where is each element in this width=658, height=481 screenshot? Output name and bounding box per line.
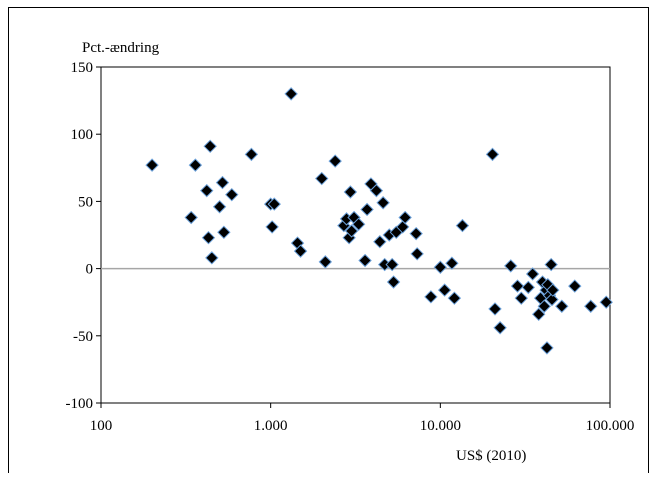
- data-point: [544, 257, 558, 272]
- data-point: [188, 158, 203, 172]
- data-point: [267, 197, 281, 211]
- data-point: [584, 299, 598, 313]
- x-axis-ticks: 100 1.000 10.000 100.000: [90, 403, 635, 434]
- data-point: [514, 291, 528, 305]
- data-point: [510, 279, 525, 293]
- y-axis-ticks: -100 -50 0 50 100 150: [66, 60, 101, 412]
- data-point: [540, 341, 554, 355]
- data-point: [205, 251, 219, 265]
- x-tick-label: 100.000: [586, 418, 635, 434]
- data-point: [546, 283, 560, 297]
- data-point: [293, 244, 308, 258]
- data-point: [203, 139, 217, 154]
- data-point: [599, 295, 613, 309]
- data-point: [433, 260, 448, 274]
- data-point: [504, 259, 518, 273]
- x-tick-label: 1.000: [254, 418, 288, 434]
- data-point: [568, 279, 582, 293]
- plot-area: [100, 66, 611, 404]
- data-point: [215, 175, 230, 190]
- data-point: [373, 235, 387, 249]
- data-point: [358, 253, 372, 268]
- data-point: [445, 256, 459, 270]
- data-point: [537, 299, 552, 313]
- data-point: [386, 275, 401, 289]
- data-point: [424, 290, 438, 304]
- x-axis-title: US$ (2010): [456, 448, 526, 464]
- chart-area: [8, 7, 649, 473]
- data-point: [244, 147, 259, 162]
- data-point: [437, 283, 452, 297]
- y-tick-label: 0: [86, 262, 94, 278]
- data-point: [343, 185, 358, 199]
- data-point: [265, 220, 279, 234]
- data-point: [351, 217, 366, 231]
- data-point: [545, 292, 559, 307]
- data-points: [145, 87, 613, 355]
- data-point: [217, 225, 231, 240]
- data-point: [488, 302, 502, 316]
- y-tick-label: 150: [71, 60, 94, 76]
- data-point: [521, 280, 536, 295]
- data-point: [360, 202, 374, 217]
- data-point: [485, 147, 500, 162]
- data-point: [531, 307, 546, 322]
- data-point: [493, 321, 507, 335]
- data-point: [447, 291, 462, 305]
- data-point: [344, 224, 359, 238]
- data-point: [200, 183, 214, 198]
- data-point: [328, 154, 342, 168]
- y-tick-label: 100: [71, 127, 94, 143]
- x-tick-label: 100: [90, 418, 113, 434]
- y-axis-title: Pct.-ændring: [82, 40, 160, 56]
- data-point: [409, 226, 423, 241]
- data-point: [318, 255, 333, 269]
- data-point: [284, 87, 298, 101]
- y-tick-label: -100: [66, 396, 94, 412]
- data-point: [376, 196, 390, 210]
- data-point: [201, 230, 216, 245]
- data-point: [395, 220, 410, 234]
- data-point: [145, 158, 159, 172]
- data-point: [525, 267, 540, 281]
- data-point: [410, 247, 424, 261]
- data-point: [212, 200, 227, 214]
- y-tick-label: 50: [78, 194, 93, 210]
- x-tick-label: 10.000: [420, 418, 461, 434]
- data-point: [398, 210, 412, 225]
- y-tick-label: -50: [73, 329, 93, 345]
- data-point: [315, 171, 329, 186]
- data-point: [369, 183, 384, 198]
- data-point: [455, 218, 470, 233]
- data-point: [225, 187, 239, 202]
- data-point: [555, 299, 569, 313]
- data-point: [385, 257, 399, 272]
- data-point: [184, 210, 198, 225]
